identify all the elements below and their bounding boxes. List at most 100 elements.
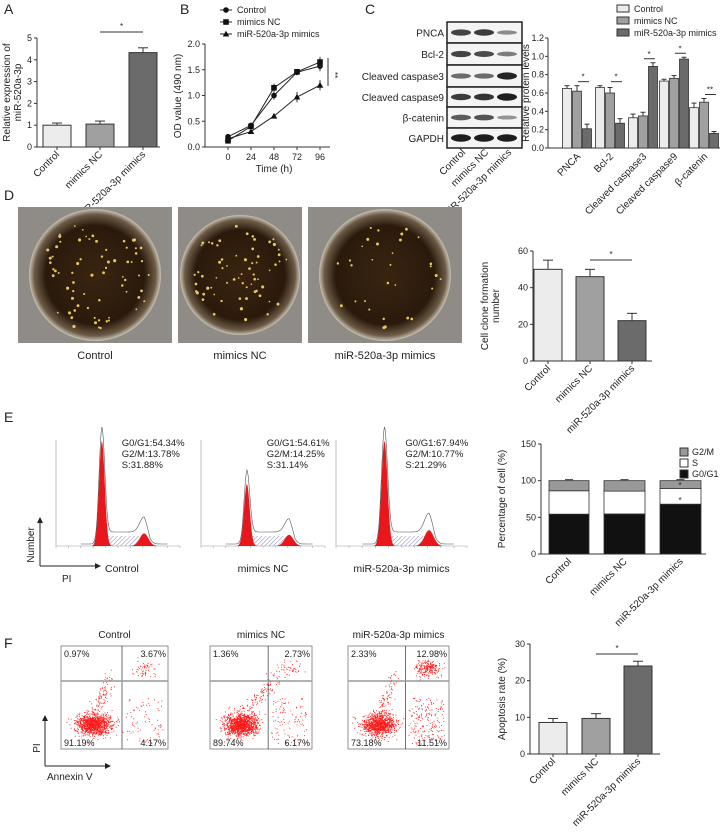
bar	[605, 92, 615, 149]
colony	[405, 227, 408, 231]
y-tick-label: 20	[518, 319, 528, 329]
colony	[70, 316, 74, 320]
y-tick-label: 0.6	[531, 88, 544, 98]
x-tick-label: PNCA	[556, 151, 584, 179]
colony	[49, 261, 52, 264]
colony	[94, 321, 98, 325]
colony-photo	[308, 207, 462, 343]
colony	[107, 319, 110, 322]
stack-G2/M	[548, 480, 590, 492]
colony	[197, 271, 200, 274]
colony	[241, 282, 244, 285]
legend-swatch	[616, 16, 630, 25]
bar	[582, 128, 592, 149]
colony-photo	[178, 207, 302, 343]
colony	[234, 224, 238, 228]
quadrant-value: 73.18%	[351, 738, 382, 748]
colony	[97, 319, 101, 322]
colony	[251, 247, 255, 251]
bar-2	[128, 52, 158, 148]
blot-band	[451, 114, 471, 121]
data-point	[271, 84, 277, 91]
colony	[245, 297, 248, 300]
significance-mark: *	[614, 73, 617, 82]
y-axis-label: Apoptosis rate (%)	[497, 658, 508, 740]
colony	[98, 298, 101, 302]
bar-1	[581, 717, 611, 755]
colony	[221, 267, 224, 270]
colony	[71, 271, 74, 275]
bar	[628, 117, 638, 149]
bar	[615, 122, 625, 149]
y-tick-label: 0.5	[187, 116, 200, 126]
quadrant-value: 0.97%	[64, 649, 90, 659]
colony	[394, 284, 397, 286]
significance-mark: *	[581, 73, 584, 82]
colony	[400, 232, 404, 236]
legend-label: miR-520a-3p mimics	[634, 28, 717, 38]
series-0	[225, 60, 323, 140]
bar-1	[575, 276, 605, 362]
stack-G0/G1	[603, 513, 646, 555]
colony	[220, 299, 223, 303]
blot-band	[497, 30, 517, 35]
colony	[56, 311, 59, 314]
culture-dish	[29, 209, 161, 341]
colony	[52, 268, 55, 271]
axis-label: PI	[32, 743, 43, 752]
axis-label: PI	[62, 574, 71, 585]
colony	[218, 260, 222, 264]
colony	[368, 308, 371, 311]
legend-swatch	[679, 458, 689, 468]
quadrant-value: 6.17%	[284, 738, 310, 748]
colony	[215, 277, 218, 279]
y-tick-label: 40	[518, 283, 528, 293]
x-tick-label: mimics NC	[63, 149, 105, 191]
stack-S	[548, 490, 590, 515]
bar	[699, 101, 709, 149]
blot-band	[451, 73, 471, 79]
x-tick-label: mimics NC	[559, 756, 601, 798]
chart-panel-D-stacked: 0 50 100 150 Percentage of cell (%) Control mi…	[497, 439, 719, 629]
legend-label: miR-520a-3p mimics	[237, 29, 320, 39]
y-tick-label: 1.0	[187, 91, 200, 101]
colony	[218, 239, 222, 243]
legend-swatch	[679, 469, 689, 479]
significance-mark: **	[707, 86, 713, 95]
x-tick-label: mimics NC	[553, 363, 595, 405]
colony	[377, 229, 380, 232]
bar	[669, 77, 679, 149]
y-tick-label: 0	[520, 749, 525, 759]
colony	[83, 292, 86, 296]
colony	[208, 241, 211, 244]
y-tick-label: 30	[515, 639, 525, 649]
colony	[108, 316, 110, 319]
phase-percentage: S:21.29%	[405, 460, 447, 471]
colony	[248, 267, 251, 270]
colony	[48, 256, 52, 260]
colony	[235, 254, 238, 257]
colony	[140, 289, 143, 293]
legend-marker	[222, 30, 230, 37]
blot-band	[451, 50, 471, 58]
bar-2	[623, 665, 653, 755]
stack-G2/M	[659, 480, 702, 489]
colony	[193, 273, 196, 276]
colony	[277, 248, 280, 251]
x-tick-label: 48	[269, 152, 279, 162]
flow-title: mimics NC	[237, 630, 285, 641]
g0g1-peak	[80, 441, 168, 546]
blot-row-label: PNCA	[416, 29, 444, 40]
colony	[210, 286, 213, 289]
colony	[147, 273, 150, 277]
y-tick-label: 5	[27, 33, 32, 43]
g2m-peak	[362, 530, 454, 546]
legend-swatch	[616, 4, 630, 13]
axis-label: Number	[26, 527, 37, 563]
blot-band	[474, 50, 494, 58]
colony	[277, 253, 281, 257]
bar-0	[538, 721, 568, 755]
colony	[261, 285, 265, 289]
photo-label: mimics NC	[213, 350, 266, 362]
